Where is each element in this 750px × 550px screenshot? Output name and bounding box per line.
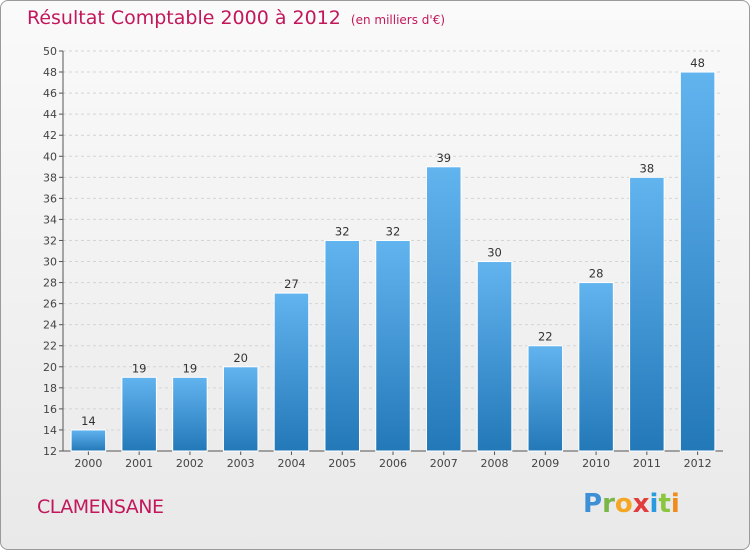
x-tick-label-2010: 2010 [582,457,610,470]
y-tick-label: 50 [43,45,57,58]
bar-2012 [679,71,716,452]
bar-2003 [222,366,259,452]
y-tick-label: 44 [43,108,57,121]
bar-2010 [578,282,614,452]
x-tick-label-2004: 2004 [277,457,305,470]
y-tick-label: 30 [43,256,57,269]
y-tick-label: 24 [43,319,57,332]
y-tick-label: 26 [43,298,57,311]
y-tick-label: 18 [43,382,57,395]
value-label-2006: 32 [386,224,401,238]
bar-2008 [476,261,513,452]
labels: 12 14 16 18 20 22 24 26 28 30 32 34 36 38 40 42 44 46 48 50… [43,45,712,470]
commune-name: CLAMENSANE [37,496,164,518]
bar-2005 [324,239,360,452]
y-tick-label: 34 [43,213,57,226]
bar-2004 [273,292,310,452]
y-tick-label: 22 [43,340,57,353]
logo-letter: i [670,489,680,519]
y-tick-label: 42 [43,129,57,142]
bar-2000 [70,429,107,452]
y-tick-label: 28 [43,277,57,290]
x-tick-label-2001: 2001 [125,457,153,470]
bar-2002 [172,376,208,452]
x-tick-label-2002: 2002 [176,457,204,470]
y-tick-label: 36 [43,192,57,205]
value-label-2005: 32 [335,224,350,238]
logo-letter: o [614,489,633,519]
value-label-2011: 38 [640,161,655,175]
logo-letter: r [602,489,615,519]
y-tick-label: 38 [43,171,57,184]
chart-title-unit: (en milliers d'€) [350,13,446,27]
bar-2001 [121,376,157,452]
chart-title: Résultat Comptable 2000 à 2012 (en millie… [27,7,445,29]
bar-2006 [375,239,411,452]
logo-letter: P [583,489,603,519]
logo-letter: i [649,489,659,519]
x-tick-label-2012: 2012 [684,457,712,470]
bar-2007 [426,166,462,452]
y-tick-label: 14 [43,424,57,437]
value-label-2004: 27 [284,277,299,291]
proxiti-logo: Proxiti [583,489,680,519]
value-label-2009: 22 [538,330,553,344]
y-tick-label: 40 [43,150,57,163]
chart-title-main: Résultat Comptable 2000 à 2012 [27,7,341,29]
y-tick-label: 48 [43,66,57,79]
value-label-2002: 19 [183,361,198,375]
x-tick-label-2009: 2009 [531,457,559,470]
x-tick-label-2008: 2008 [481,457,509,470]
bar-2009 [527,345,564,452]
value-label-2001: 19 [132,361,147,375]
value-label-2007: 39 [436,151,451,165]
x-tick-label-2005: 2005 [328,457,356,470]
bars [70,71,716,452]
y-tick-label: 16 [43,403,57,416]
logo-letter: x [632,489,650,519]
value-label-2003: 20 [233,351,248,365]
value-label-2010: 28 [589,267,604,281]
logo-letter: t [658,489,671,519]
x-tick-label-2006: 2006 [379,457,407,470]
y-tick-label: 32 [43,234,57,247]
x-tick-label-2007: 2007 [430,457,458,470]
x-tick-label-2011: 2011 [633,457,661,470]
y-tick-label: 20 [43,361,57,374]
y-tick-label: 12 [43,445,57,458]
y-tick-label: 46 [43,87,57,100]
value-label-2008: 30 [487,246,502,260]
value-label-2012: 48 [690,56,705,70]
bar-2011 [629,176,665,452]
x-tick-label-2003: 2003 [227,457,255,470]
value-label-2000: 14 [81,414,96,428]
x-tick-label-2000: 2000 [74,457,102,470]
